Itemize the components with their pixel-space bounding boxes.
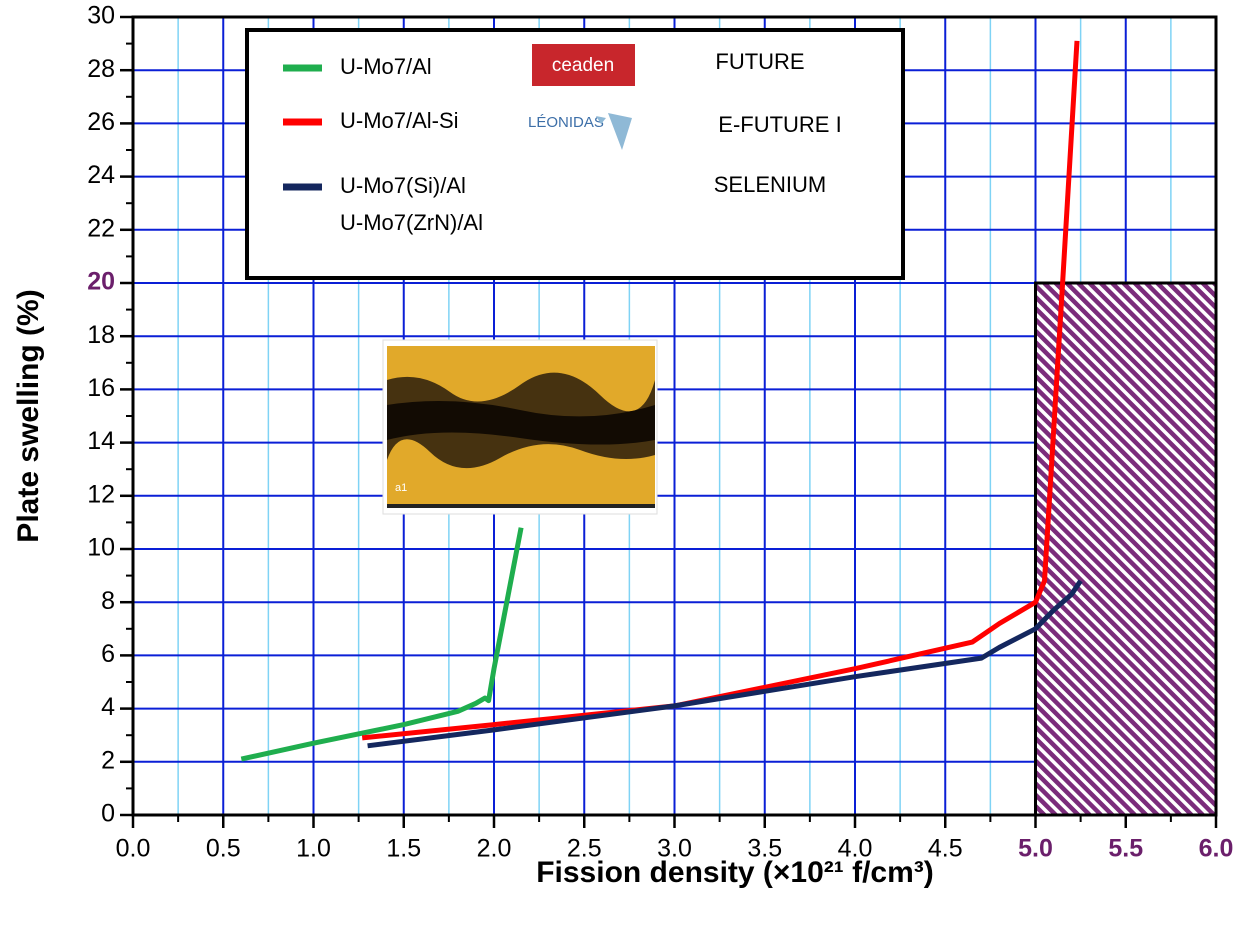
logo-text: LÉONIDAS xyxy=(528,114,604,131)
program-label: FUTURE xyxy=(715,49,804,74)
x-tick-label: 3.5 xyxy=(747,835,782,863)
y-tick-label: 0 xyxy=(101,800,115,828)
x-tick-label: 0.5 xyxy=(206,835,241,863)
y-tick-label: 30 xyxy=(87,2,115,30)
logo-text: ceaden xyxy=(552,55,614,76)
y-tick-label: 6 xyxy=(101,640,115,668)
x-tick-label: 2.5 xyxy=(567,835,602,863)
y-tick-label: 4 xyxy=(101,693,115,721)
x-tick-label: 4.5 xyxy=(928,835,963,863)
logo-shape xyxy=(596,113,632,150)
y-tick-label: 10 xyxy=(87,534,115,562)
program-label: SELENIUM xyxy=(714,172,826,197)
program-label: E-FUTURE I xyxy=(718,112,841,137)
legend-label: U-Mo7/Al xyxy=(340,54,432,79)
y-tick-label: 20 xyxy=(87,268,115,296)
micrograph-inset: a1 xyxy=(382,339,658,515)
x-tick-label: 3.0 xyxy=(657,835,692,863)
x-tick-label: 5.5 xyxy=(1108,835,1143,863)
legend-label: U-Mo7/Al-Si xyxy=(340,108,459,133)
y-tick-label: 28 xyxy=(87,55,115,83)
plot-frame xyxy=(131,15,1218,817)
legend-label: U-Mo7(Si)/Al xyxy=(340,173,466,198)
y-tick-label: 18 xyxy=(87,321,115,349)
series-line xyxy=(361,40,1080,741)
y-tick-label: 16 xyxy=(87,374,115,402)
y-tick-label: 26 xyxy=(87,108,115,136)
x-tick-label: 5.0 xyxy=(1018,835,1053,863)
y-tick-label: 8 xyxy=(101,587,115,615)
y-tick-label: 2 xyxy=(101,746,115,774)
x-tick-label: 4.0 xyxy=(838,835,873,863)
legend-label: U-Mo7(ZrN)/Al xyxy=(340,210,483,235)
y-tick-label: 12 xyxy=(87,480,115,508)
inset-label: a1 xyxy=(395,482,407,494)
series-line xyxy=(367,579,1083,749)
series-line xyxy=(240,527,524,762)
x-tick-label: 6.0 xyxy=(1199,835,1234,863)
y-tick-label: 22 xyxy=(87,214,115,242)
x-axis-label: Fission density (×10²¹ f/cm³) xyxy=(536,856,934,889)
logo xyxy=(532,44,635,86)
x-tick-label: 2.0 xyxy=(477,835,512,863)
x-tick-label: 1.0 xyxy=(296,835,331,863)
y-tick-label: 14 xyxy=(87,427,115,455)
hatched-region xyxy=(1034,281,1218,817)
x-tick-label: 0.0 xyxy=(116,835,151,863)
y-tick-label: 24 xyxy=(87,161,115,189)
x-tick-label: 1.5 xyxy=(386,835,421,863)
y-axis-label: Plate swelling (%) xyxy=(12,289,45,542)
